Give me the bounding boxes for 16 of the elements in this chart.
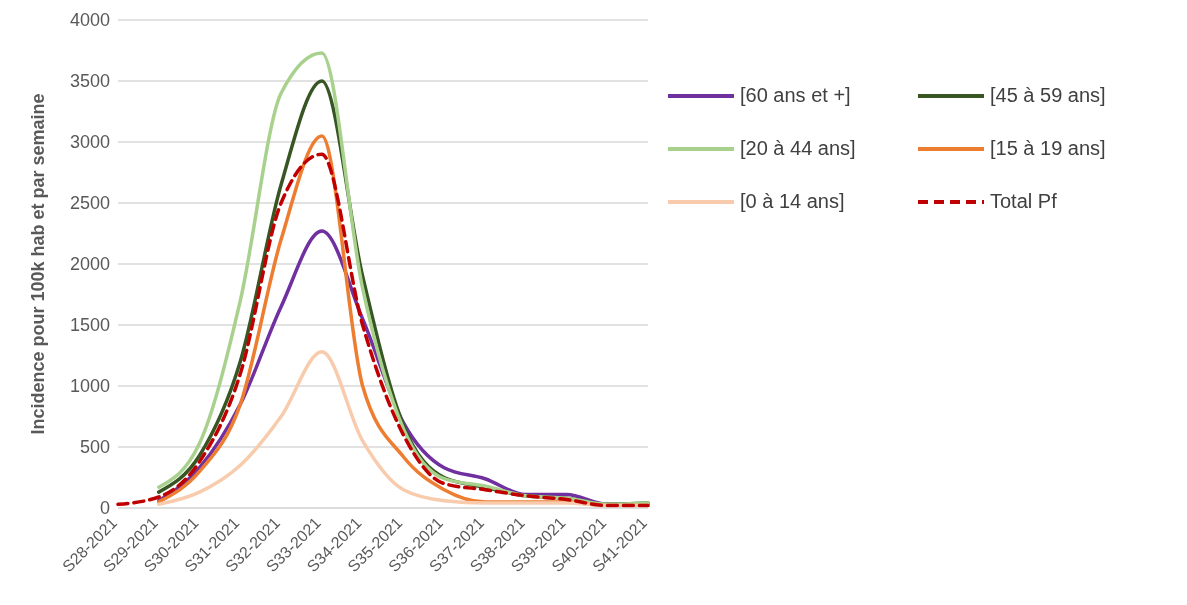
legend-label: Total Pf xyxy=(990,190,1057,213)
legend-label: [15 à 19 ans] xyxy=(990,137,1106,160)
y-tick-label: 1000 xyxy=(69,376,110,397)
y-tick-label: 2000 xyxy=(69,254,110,275)
legend-label: [45 à 59 ans] xyxy=(990,84,1106,107)
y-tick-label: 3500 xyxy=(69,71,110,92)
y-tick-label: 3000 xyxy=(69,132,110,153)
y-tick-label: 0 xyxy=(99,498,110,519)
y-tick-label: 500 xyxy=(79,437,110,458)
y-tick-label: 2500 xyxy=(69,193,110,214)
legend-label: [20 à 44 ans] xyxy=(740,137,856,160)
y-axis-title: Incidence pour 100k hab et par semaine xyxy=(28,93,49,435)
legend-label: [0 à 14 ans] xyxy=(740,190,845,213)
y-tick-label: 1500 xyxy=(69,315,110,336)
y-tick-label: 4000 xyxy=(69,10,110,31)
legend-label: [60 ans et +] xyxy=(740,84,851,107)
